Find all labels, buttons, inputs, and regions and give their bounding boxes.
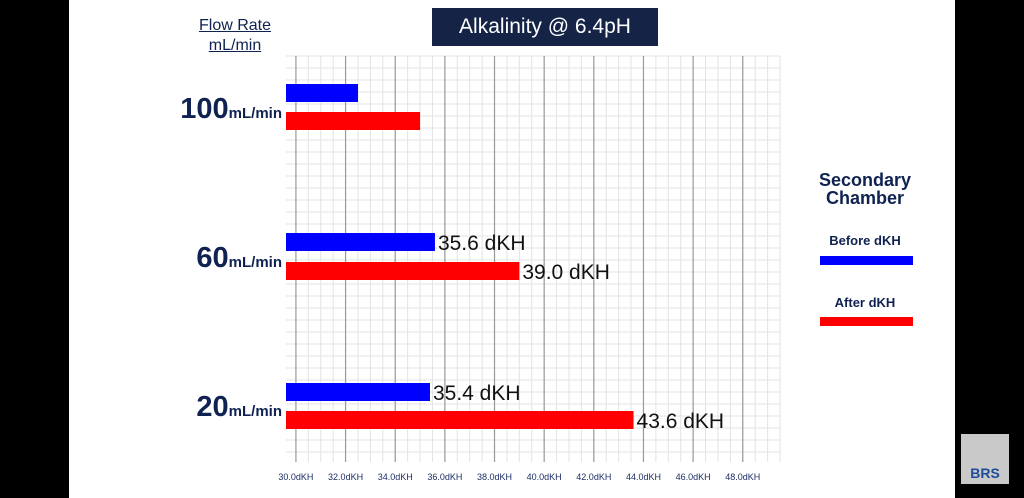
- category-number: 100: [180, 93, 229, 125]
- category-number: 60: [196, 242, 229, 274]
- x-tick-label: 48.0dKH: [725, 472, 760, 482]
- legend-title: Secondary Chamber: [800, 171, 930, 207]
- flow-rate-header: Flow Rate mL/min: [192, 16, 278, 56]
- legend-title-line1: Secondary: [818, 170, 912, 190]
- legend-label-after: After dKH: [834, 295, 896, 310]
- x-tick-label: 32.0dKH: [328, 472, 363, 482]
- x-tick-label: 34.0dKH: [378, 472, 413, 482]
- bar-before: [286, 383, 430, 401]
- bar-value-label: 35.4 dKH: [433, 382, 521, 405]
- category-label-60: 60mL/min: [196, 242, 282, 275]
- x-tick-label: 30.0dKH: [278, 472, 313, 482]
- x-tick-label: 44.0dKH: [626, 472, 661, 482]
- legend-title-line2: Chamber: [825, 188, 905, 208]
- bar-value-label: 35.6 dKH: [438, 232, 526, 255]
- x-tick-label: 38.0dKH: [477, 472, 512, 482]
- category-unit: mL/min: [228, 105, 282, 122]
- x-tick-label: 46.0dKH: [676, 472, 711, 482]
- bar-after: [286, 262, 520, 280]
- legend-swatch-after: [820, 317, 913, 326]
- brs-logo: BRS: [961, 434, 1009, 484]
- category-label-100: 100mL/min: [180, 93, 282, 126]
- flow-rate-header-line2: mL/min: [208, 37, 262, 54]
- x-tick-label: 40.0dKH: [527, 472, 562, 482]
- bar-after: [286, 112, 421, 130]
- legend-label-before: Before dKH: [829, 233, 901, 248]
- bar-after: [286, 411, 634, 429]
- bar-value-label: 39.0 dKH: [522, 261, 610, 284]
- x-tick-label: 42.0dKH: [576, 472, 611, 482]
- bar-before: [286, 233, 435, 251]
- category-unit: mL/min: [228, 403, 282, 420]
- brs-logo-text: BRS: [970, 465, 1000, 481]
- category-label-20: 20mL/min: [196, 391, 282, 424]
- legend-swatch-before: [820, 256, 913, 265]
- chart-title: Alkalinity @ 6.4pH: [432, 8, 658, 46]
- category-number: 20: [196, 391, 229, 423]
- x-tick-label: 36.0dKH: [427, 472, 462, 482]
- bar-before: [286, 84, 358, 102]
- bar-value-label: 43.6 dKH: [637, 410, 725, 433]
- category-unit: mL/min: [228, 254, 282, 271]
- flow-rate-header-line1: Flow Rate: [198, 17, 272, 34]
